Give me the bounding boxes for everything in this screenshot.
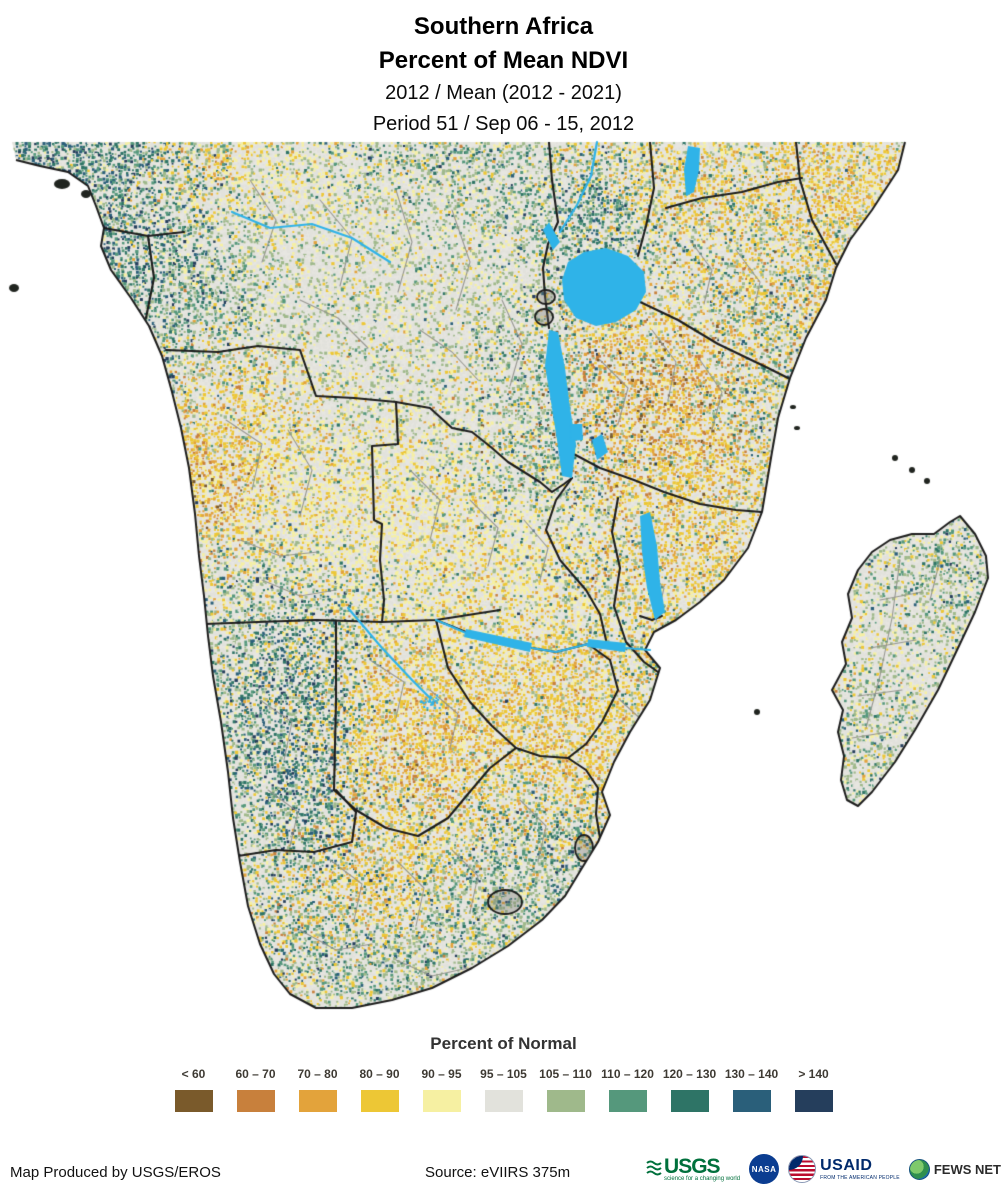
- legend-class-swatch: [360, 1090, 399, 1112]
- legend-class-swatch: [608, 1090, 647, 1112]
- fewsnet-logo-text: FEWS NET: [933, 1161, 1001, 1177]
- legend-class-label: > 140: [798, 1067, 829, 1081]
- usgs-logo: USGS science for a changing world: [646, 1156, 740, 1182]
- title-product: Percent of Mean NDVI: [378, 47, 629, 74]
- legend-class-swatch: [794, 1090, 833, 1112]
- map-header: Southern Africa Percent of Mean NDVI 201…: [0, 10, 1007, 140]
- legend-class-swatch: [484, 1090, 523, 1112]
- legend-class-label: 110 – 120: [601, 1067, 654, 1081]
- legend-item: 60 – 70: [235, 1067, 276, 1112]
- legend-title: Percent of Normal: [430, 1034, 577, 1053]
- legend-item: 70 – 80: [297, 1067, 338, 1112]
- legend-item: 110 – 120: [601, 1067, 654, 1112]
- legend-item: 95 – 105: [480, 1067, 527, 1112]
- legend-class-swatch: [174, 1090, 213, 1112]
- usgs-logo-tagline: science for a changing world: [664, 1176, 741, 1182]
- title-region: Southern Africa: [413, 13, 594, 40]
- legend-class-swatch: [732, 1090, 771, 1112]
- legend-item: 105 – 110: [539, 1067, 592, 1112]
- legend-class-label: 130 – 140: [724, 1067, 779, 1081]
- legend-item: < 60: [174, 1067, 213, 1112]
- legend-class-label: 95 – 105: [480, 1067, 527, 1081]
- footer-logos: USGS science for a changing world NASA U…: [646, 1154, 1001, 1184]
- legend-class-label: 105 – 110: [539, 1067, 592, 1081]
- legend-items: < 60 60 – 70 70 – 80 80 – 90 90 – 95 95 – 105…: [0, 1067, 1007, 1112]
- legend-class-label: 120 – 130: [662, 1067, 717, 1081]
- legend-class-swatch: [298, 1090, 337, 1112]
- usaid-logo: USAID FROM THE AMERICAN PEOPLE: [788, 1155, 900, 1183]
- nasa-logo-text: NASA: [751, 1164, 777, 1174]
- legend-item: 130 – 140: [725, 1067, 778, 1112]
- legend-item: 120 – 130: [663, 1067, 716, 1112]
- source-text: Source: eVIIRS 375m: [425, 1164, 571, 1181]
- legend: Percent of Normal < 60 60 – 70 70 – 80 80 –…: [0, 1034, 1007, 1112]
- subtitle-period: Period 51 / Sep 06 - 15, 2012: [372, 113, 635, 135]
- legend-class-swatch: [422, 1090, 461, 1112]
- legend-class-label: 90 – 95: [421, 1067, 462, 1081]
- subtitle-ratio: 2012 / Mean (2012 - 2021): [385, 82, 622, 104]
- legend-class-swatch: [546, 1090, 585, 1112]
- legend-item: 80 – 90: [359, 1067, 400, 1112]
- usgs-logo-text: USGS: [664, 1155, 721, 1178]
- legend-class-label: 80 – 90: [359, 1067, 400, 1081]
- globe-icon: [908, 1158, 930, 1180]
- legend-class-swatch: [670, 1090, 709, 1112]
- fewsnet-logo: FEWS NET: [908, 1158, 1001, 1180]
- legend-item: > 140: [794, 1067, 833, 1112]
- legend-class-label: 70 – 80: [297, 1067, 338, 1081]
- ndvi-anomaly-map: [8, 140, 998, 1035]
- footer: Map Produced by USGS/EROS Source: eVIIRS…: [0, 1150, 1007, 1195]
- legend-class-label: 60 – 70: [235, 1067, 276, 1081]
- usaid-seal-icon: [788, 1155, 817, 1183]
- nasa-logo: NASA: [749, 1154, 780, 1184]
- usaid-logo-text: USAID: [820, 1156, 873, 1174]
- produced-by-text: Map Produced by USGS/EROS: [10, 1164, 221, 1181]
- usaid-logo-tagline: FROM THE AMERICAN PEOPLE: [820, 1174, 900, 1181]
- legend-class-label: < 60: [181, 1067, 206, 1081]
- legend-class-swatch: [236, 1090, 275, 1112]
- legend-item: 90 – 95: [421, 1067, 462, 1112]
- usgs-wave-icon: [646, 1160, 662, 1176]
